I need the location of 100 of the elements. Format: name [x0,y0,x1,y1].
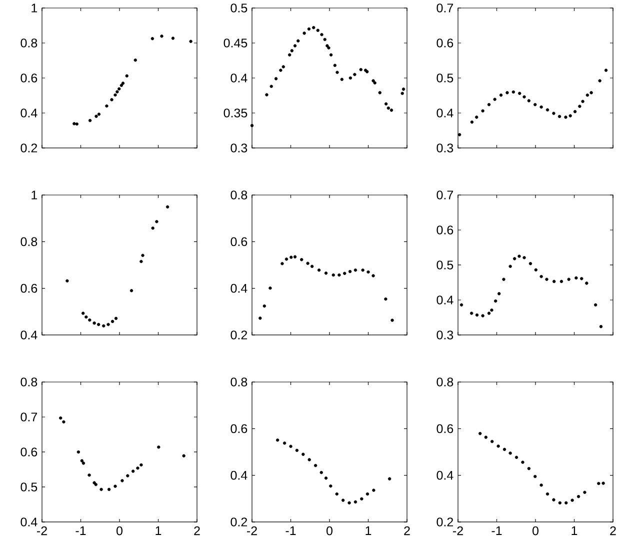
point [343,272,346,275]
point [585,282,588,285]
x-tick-label: 1 [156,526,162,535]
y-tick-label: 0.8 [230,378,248,386]
point [540,484,543,487]
point [296,39,300,42]
point [372,274,375,278]
y-tick-label: 0.4 [230,74,248,82]
y-tick-label: 0.7 [436,190,454,200]
point [116,90,119,94]
point [552,112,556,115]
point [578,104,582,108]
point [290,256,293,259]
point [590,91,593,94]
point [528,262,532,266]
point [110,320,114,324]
point [348,270,352,274]
point [502,448,506,452]
point [597,482,600,486]
point [134,58,137,62]
point [333,64,337,67]
point [289,444,292,448]
y-tick-label: 0.5 [230,4,248,12]
y-tick-label: 0.8 [20,378,38,386]
point [140,260,143,264]
point [512,257,516,260]
point [106,322,110,326]
point [481,109,484,112]
point [360,497,364,500]
point [558,114,562,118]
point [125,74,128,78]
y-tick-label: 0.2 [20,144,38,152]
point [100,488,103,492]
point [288,53,292,56]
point [558,501,562,504]
point [564,116,568,119]
point [390,108,394,112]
point [546,492,550,496]
x-tick-label: -1 [76,526,86,535]
point [88,473,91,477]
point [354,500,358,504]
point [506,91,509,94]
point [276,438,280,442]
point [282,442,286,445]
point [157,445,160,449]
point [280,262,284,266]
y-tick-label: 0.6 [436,38,454,48]
point [312,26,316,30]
point [284,258,288,261]
point [75,122,78,126]
x-tick-label: 0 [532,526,538,536]
point [265,93,268,96]
y-tick-label: 0.4 [230,470,248,480]
point [324,476,328,480]
x-tick-label: 1 [366,526,372,535]
y-tick-label: 0.2 [230,518,248,526]
point [366,270,370,274]
y-tick-label: 0.5 [436,260,454,270]
point [92,321,96,325]
point [307,27,311,31]
point [335,492,338,496]
point [114,93,117,97]
point [295,448,299,452]
point [105,104,108,108]
point [487,312,491,315]
point [576,494,580,498]
y-tick-label: 0.3 [230,144,248,152]
point [338,273,341,277]
point [308,458,311,462]
point [512,90,516,94]
point [470,312,474,315]
point [274,77,278,80]
x-tick-label: -1 [492,526,502,535]
point [518,92,522,95]
point [568,114,572,118]
point [118,87,121,90]
point [508,264,512,268]
y-tick-label: 0.8 [230,190,248,200]
y-tick-label: 0.8 [20,237,38,246]
point [400,92,404,95]
y-tick-label: 0.4 [230,284,248,293]
point [366,492,370,496]
y-tick-label: 0.4 [20,108,38,118]
y-tick-label: 0.3 [436,330,454,340]
point [604,68,608,72]
point [494,299,498,303]
y-tick-label: 0.4 [436,470,454,480]
y-tick-label: 1 [32,190,38,200]
point [348,76,352,80]
point [166,205,170,208]
point [302,452,305,456]
point [586,94,590,97]
x-tick-label: -2 [246,526,257,536]
point [316,28,320,32]
point [110,98,114,102]
point [131,470,135,473]
x-tick-label: 0 [326,526,332,536]
point [481,314,484,318]
point [598,79,602,82]
point [353,72,356,76]
